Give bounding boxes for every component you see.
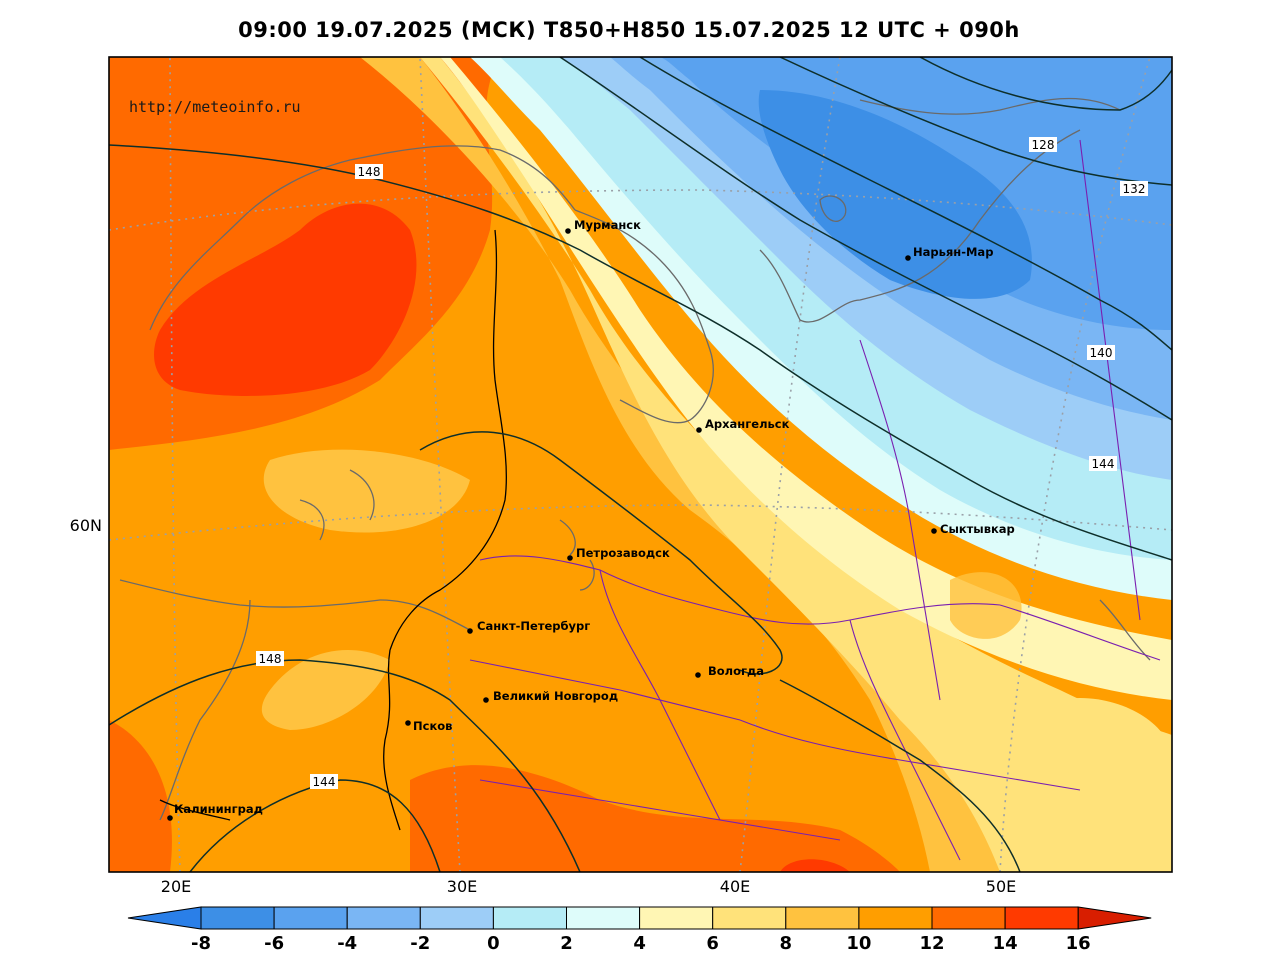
colorbar-tick-label: -6	[264, 933, 284, 954]
isoline-label: 144	[310, 774, 338, 789]
svg-text:Мурманск: Мурманск	[574, 218, 641, 232]
x-tick-label: 40E	[720, 877, 750, 896]
svg-text:Великий Новгород: Великий Новгород	[493, 689, 618, 703]
colorbar-segment	[931, 906, 1006, 930]
temperature-field	[109, 57, 1172, 872]
city-syktyvkar: Сыктывкар	[931, 522, 1015, 536]
colorbar-extend-high	[1077, 906, 1152, 930]
colorbar-segment	[566, 906, 641, 930]
map-frame	[108, 56, 1173, 873]
svg-text:144: 144	[1092, 457, 1115, 471]
colorbar-segment	[346, 906, 421, 930]
svg-text:Псков: Псков	[413, 719, 452, 733]
x-tick-label: 50E	[986, 877, 1016, 896]
colorbar-segment	[639, 906, 714, 930]
colorbar-segment	[200, 906, 275, 930]
geopotential-isolines	[109, 57, 1172, 872]
colorbar-segment	[492, 906, 567, 930]
svg-text:128: 128	[1032, 138, 1055, 152]
city-veliky-novgorod: Великий Новгород	[483, 689, 618, 703]
city-markers: Мурманск Нарьян-Мар Архангельск Сыктывка…	[167, 218, 1015, 821]
colorbar-extend-low	[127, 906, 202, 930]
svg-text:Санкт-Петербург: Санкт-Петербург	[477, 619, 590, 633]
map-title: 09:00 19.07.2025 (МСК) T850+H850 15.07.2…	[238, 18, 1020, 42]
svg-text:Калининград: Калининград	[174, 802, 263, 816]
svg-text:140: 140	[1090, 346, 1113, 360]
city-kaliningrad: Калининград	[167, 802, 263, 821]
svg-text:Нарьян-Мар: Нарьян-Мар	[913, 245, 993, 259]
colorbar-tick-label: 16	[1066, 933, 1091, 954]
colorbar-tick-label: 10	[846, 933, 871, 954]
svg-text:Петрозаводск: Петрозаводск	[576, 546, 670, 560]
city-arkhangelsk: Архангельск	[696, 417, 790, 433]
colorbar-tick-label: 6	[706, 933, 719, 954]
colorbar-tick-label: -8	[191, 933, 211, 954]
y-tick-label: 60N	[70, 516, 102, 535]
colorbar-tick-label: 0	[487, 933, 500, 954]
city-pskov: Псков	[405, 719, 452, 733]
graticule	[109, 57, 1172, 872]
colorbar-tick-label: -2	[410, 933, 430, 954]
isoline-label: 128	[1029, 137, 1057, 152]
colorbar: -8 -6 -4 -2 0 2 4 6 8 10 12 14 16	[127, 906, 1152, 954]
svg-text:144: 144	[313, 775, 336, 789]
colorbar-segment	[712, 906, 787, 930]
x-tick-label: 30E	[447, 877, 477, 896]
city-murmansk: Мурманск	[565, 218, 641, 234]
colorbar-segment	[1004, 906, 1079, 930]
svg-text:Архангельск: Архангельск	[705, 417, 790, 431]
colorbar-segment	[273, 906, 348, 930]
colorbar-tick-label: 4	[633, 933, 646, 954]
isoline-label: 148	[355, 164, 383, 179]
x-tick-label: 20E	[161, 877, 191, 896]
colorbar-tick-label: 14	[993, 933, 1018, 954]
colorbar-tick-label: 8	[780, 933, 793, 954]
city-vologda: Вологда	[695, 664, 764, 678]
city-saint-petersburg: Санкт-Петербург	[467, 619, 590, 634]
colorbar-segment	[419, 906, 494, 930]
svg-text:132: 132	[1123, 182, 1146, 196]
colorbar-segment	[858, 906, 933, 930]
isoline-label: 144	[1089, 456, 1117, 471]
city-petrozavodsk: Петрозаводск	[567, 546, 670, 561]
svg-text:Сыктывкар: Сыктывкар	[940, 522, 1015, 536]
coastlines	[119, 97, 1151, 821]
svg-text:148: 148	[358, 165, 381, 179]
svg-text:Вологда: Вологда	[708, 664, 764, 678]
country-borders	[159, 229, 507, 831]
region-borders	[469, 139, 1161, 861]
isoline-label: 148	[256, 651, 284, 666]
isoline-label: 140	[1087, 345, 1115, 360]
colorbar-tick-label: -4	[337, 933, 357, 954]
colorbar-tick-label: 2	[560, 933, 573, 954]
isoline-labels: 148 128 132 140 144 148 144	[256, 137, 1148, 789]
colorbar-tick-label: 12	[919, 933, 944, 954]
svg-text:148: 148	[259, 652, 282, 666]
isoline-label: 132	[1120, 181, 1148, 196]
colorbar-segment	[785, 906, 860, 930]
website-label: http://meteoinfo.ru	[129, 98, 301, 116]
city-naryan-mar: Нарьян-Мар	[905, 245, 993, 261]
